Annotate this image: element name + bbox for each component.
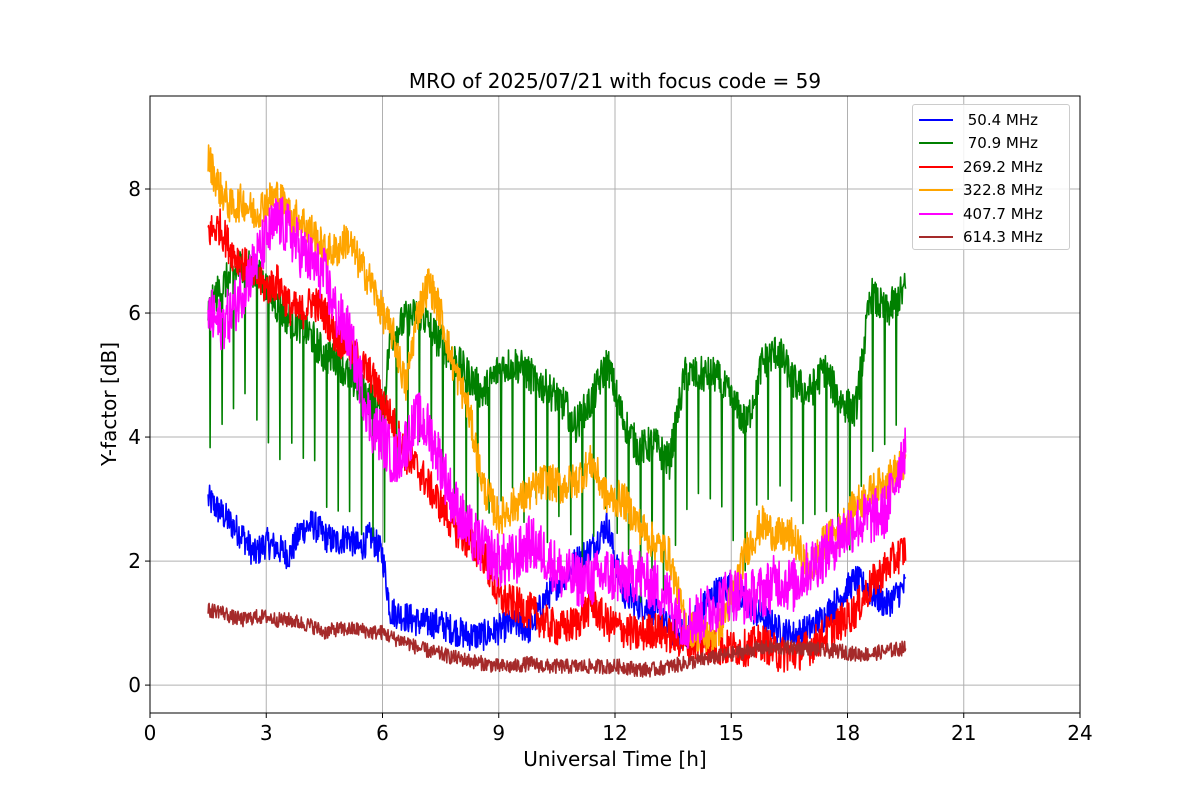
- legend-swatch: [919, 189, 953, 192]
- legend-swatch: [919, 118, 953, 121]
- legend-label: 614.3 MHz: [963, 228, 1043, 247]
- x-tick-label: 12: [602, 721, 627, 745]
- legend-item: 322.8 MHz: [919, 179, 1063, 203]
- series-line-2: [207, 208, 907, 673]
- x-tick-label: 6: [376, 721, 389, 745]
- y-tick-label: 2: [128, 549, 141, 573]
- legend-item: 269.2 MHz: [919, 155, 1063, 179]
- x-tick-label: 0: [144, 721, 157, 745]
- legend-label: 322.8 MHz: [963, 181, 1043, 200]
- x-tick-label: 24: [1067, 721, 1092, 745]
- series-line-4: [207, 196, 907, 649]
- legend-swatch: [919, 236, 953, 239]
- legend-item: 614.3 MHz: [919, 226, 1063, 250]
- series-layer: [207, 144, 907, 678]
- legend: 50.4 MHz 70.9 MHz 269.2 MHz 322.8 MHz 407.7…: [912, 104, 1070, 250]
- series-line-3: [207, 144, 907, 653]
- legend-item: 70.9 MHz: [919, 132, 1063, 156]
- y-tick-label: 6: [128, 301, 141, 325]
- x-axis-label: Universal Time [h]: [523, 747, 706, 771]
- legend-swatch: [919, 212, 953, 215]
- legend-item: 50.4 MHz: [919, 108, 1063, 132]
- legend-swatch: [919, 142, 953, 145]
- y-tick-label: 0: [128, 673, 141, 697]
- legend-label: 269.2 MHz: [963, 157, 1043, 176]
- x-tick-label: 3: [260, 721, 273, 745]
- legend-label: 407.7 MHz: [963, 204, 1043, 223]
- x-tick-label: 15: [719, 721, 744, 745]
- legend-label: 70.9 MHz: [963, 134, 1039, 153]
- x-tick-label: 18: [835, 721, 860, 745]
- legend-item: 407.7 MHz: [919, 202, 1063, 226]
- chart-title: MRO of 2025/07/21 with focus code = 59: [409, 69, 821, 93]
- series-line-5: [207, 602, 907, 678]
- y-axis-label: Y-factor [dB]: [97, 342, 121, 467]
- series-line-0: [207, 484, 907, 651]
- y-tick-label: 4: [128, 425, 141, 449]
- legend-swatch: [919, 165, 953, 168]
- y-tick-label: 8: [128, 177, 141, 201]
- x-tick-label: 21: [951, 721, 976, 745]
- x-tick-label: 9: [492, 721, 505, 745]
- legend-label: 50.4 MHz: [963, 110, 1039, 129]
- series-line-1: [207, 249, 907, 603]
